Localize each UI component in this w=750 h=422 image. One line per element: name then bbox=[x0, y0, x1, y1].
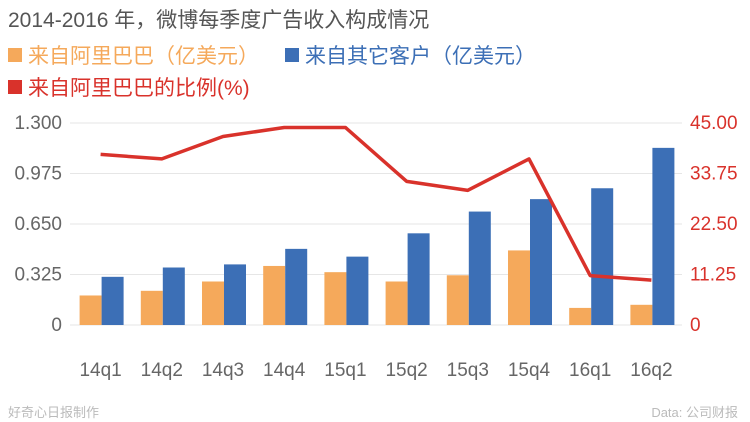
bar-others bbox=[591, 188, 614, 325]
x-tick-label: 14q3 bbox=[202, 360, 244, 381]
series-line-ratio bbox=[100, 125, 652, 282]
bar-alibaba bbox=[263, 265, 286, 325]
legend-label-ratio: 来自阿里巴巴的比例(%) bbox=[28, 77, 250, 100]
y-left-tick-label: 0.325 bbox=[14, 265, 62, 286]
bar-alibaba bbox=[140, 290, 163, 325]
y-left-tick-label: 0.650 bbox=[14, 214, 62, 235]
bar-others bbox=[285, 248, 308, 325]
y-left-tick-label: 1.300 bbox=[14, 113, 62, 134]
x-tick-label: 16q1 bbox=[569, 360, 611, 381]
legend-swatch-alibaba bbox=[8, 48, 22, 62]
x-tick-label: 15q2 bbox=[385, 360, 427, 381]
bar-others bbox=[468, 211, 491, 325]
x-tick-label: 15q1 bbox=[324, 360, 366, 381]
legend-item-others: 来自其它客户（亿美元） bbox=[285, 40, 536, 70]
y-right-tick-label: 11.25 bbox=[690, 265, 736, 286]
legend-row-2: 来自阿里巴巴的比例(%) bbox=[8, 72, 276, 102]
footer-source: Data: 公司财报 bbox=[651, 405, 738, 420]
bar-alibaba bbox=[202, 281, 224, 325]
x-tick-label: 14q1 bbox=[79, 360, 121, 381]
bar-others bbox=[530, 199, 552, 325]
bar-others bbox=[162, 267, 185, 325]
bar-alibaba bbox=[385, 281, 408, 325]
bar-alibaba bbox=[324, 272, 347, 325]
x-tick-label: 15q4 bbox=[508, 360, 551, 381]
legend-label-alibaba: 来自阿里巴巴（亿美元） bbox=[28, 45, 259, 68]
y-right-tick-label: 33.75 bbox=[690, 164, 738, 185]
legend-label-others: 来自其它客户（亿美元） bbox=[305, 45, 536, 68]
bar-alibaba bbox=[508, 250, 530, 325]
bar-others bbox=[407, 233, 430, 325]
legend-item-ratio: 来自阿里巴巴的比例(%) bbox=[8, 72, 250, 102]
bar-alibaba bbox=[446, 275, 469, 325]
bar-others bbox=[224, 264, 246, 325]
y-right-tick-label: 45.00 bbox=[690, 113, 738, 134]
y-right-tick-label: 0 bbox=[690, 315, 701, 336]
x-tick-label: 15q3 bbox=[447, 360, 489, 381]
legend-row-1: 来自阿里巴巴（亿美元） 来自其它客户（亿美元） bbox=[8, 40, 562, 70]
bar-others bbox=[101, 276, 124, 325]
chart-title: 2014-2016 年，微博每季度广告收入构成情况 bbox=[8, 9, 430, 32]
x-tick-label: 14q4 bbox=[263, 360, 306, 381]
bar-alibaba bbox=[630, 304, 653, 325]
y-right-tick-label: 22.50 bbox=[690, 214, 738, 235]
x-tick-label: 16q2 bbox=[630, 360, 672, 381]
bar-others bbox=[652, 147, 675, 325]
y-left-tick-label: 0 bbox=[51, 315, 62, 336]
bar-others bbox=[346, 256, 369, 325]
bar-alibaba bbox=[569, 307, 592, 325]
bar-alibaba bbox=[79, 295, 102, 325]
x-tick-label: 14q2 bbox=[141, 360, 183, 381]
legend-swatch-ratio bbox=[8, 80, 22, 94]
legend-item-alibaba: 来自阿里巴巴（亿美元） bbox=[8, 40, 259, 70]
legend-swatch-others bbox=[285, 48, 299, 62]
footer-credit: 好奇心日报制作 bbox=[8, 405, 100, 420]
y-left-tick-label: 0.975 bbox=[14, 164, 62, 185]
